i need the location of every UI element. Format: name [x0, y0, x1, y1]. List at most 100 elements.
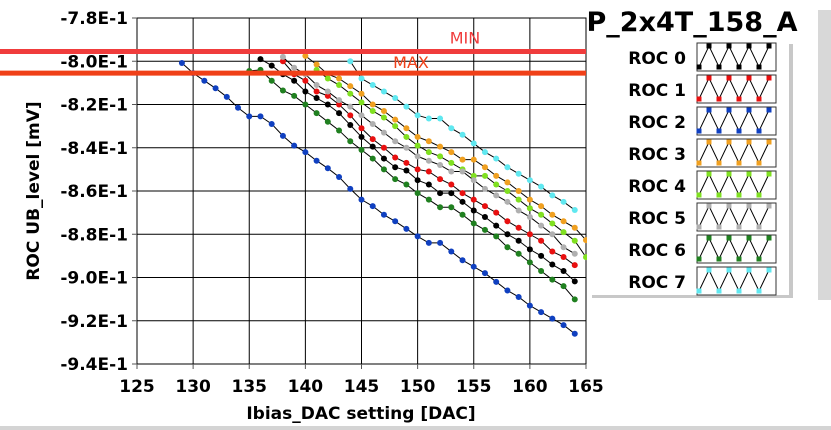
- legend-swatch-marker: [736, 288, 742, 294]
- data-point: [403, 167, 410, 174]
- data-point: [257, 56, 264, 63]
- data-point: [324, 75, 331, 82]
- data-point: [437, 153, 444, 160]
- data-point: [448, 168, 455, 175]
- series-group: [178, 52, 589, 337]
- legend-shadow: [789, 44, 793, 298]
- data-point: [380, 144, 387, 151]
- legend-label: ROC 5: [628, 209, 686, 229]
- data-point: [504, 231, 511, 238]
- data-point: [481, 213, 488, 220]
- data-point: [279, 132, 286, 139]
- data-point: [358, 99, 365, 106]
- data-point: [526, 177, 533, 184]
- data-point: [347, 138, 354, 145]
- y-tick-label: -8.0E-1: [60, 52, 128, 72]
- x-tick-label: 155: [456, 377, 492, 397]
- legend-swatch-marker: [726, 235, 732, 241]
- legend-item: ROC 0: [628, 42, 777, 72]
- legend-swatch-marker: [736, 160, 742, 166]
- data-point: [414, 233, 421, 240]
- data-point: [380, 211, 387, 218]
- data-point: [549, 315, 556, 322]
- legend-swatch-marker: [706, 235, 712, 241]
- data-point: [336, 97, 343, 104]
- limit-label-min: MIN: [450, 29, 481, 48]
- legend-swatch-marker: [756, 128, 762, 134]
- data-point: [571, 262, 578, 269]
- data-point: [246, 113, 253, 120]
- legend-swatch-marker: [696, 96, 702, 102]
- legend-swatch-marker: [756, 96, 762, 102]
- legend-swatch-line: [698, 44, 770, 69]
- legend-swatch-marker: [756, 256, 762, 262]
- legend-swatch-line: [698, 236, 770, 261]
- legend-swatch-line: [698, 268, 770, 293]
- y-tick-label: -9.2E-1: [60, 312, 128, 332]
- legend-item: ROC 3: [628, 138, 777, 168]
- data-point: [392, 218, 399, 225]
- data-point: [481, 172, 488, 179]
- data-point: [437, 239, 444, 246]
- legend-item: ROC 2: [628, 106, 777, 136]
- data-point: [448, 190, 455, 197]
- y-axis: -7.8E-1 -8.0E-1 -8.2E-1 -8.4E-1 -8.6E-1 -8.8E…: [60, 9, 137, 375]
- legend-swatch-marker: [766, 235, 772, 241]
- legend-swatch-marker: [716, 64, 722, 70]
- data-point: [526, 302, 533, 309]
- data-point: [291, 77, 298, 84]
- data-point: [470, 172, 477, 179]
- x-tick-label: 125: [119, 377, 155, 397]
- data-point: [392, 123, 399, 130]
- data-point: [504, 287, 511, 294]
- legend-swatch-marker: [716, 288, 722, 294]
- legend-swatch-marker: [756, 160, 762, 166]
- data-point: [470, 196, 477, 203]
- legend-swatch-marker: [746, 203, 752, 209]
- data-point: [571, 224, 578, 231]
- data-point: [504, 179, 511, 186]
- data-point: [403, 144, 410, 151]
- legend-label: ROC 7: [628, 273, 686, 293]
- legend-swatch-marker: [736, 256, 742, 262]
- data-point: [437, 162, 444, 169]
- data-point: [504, 164, 511, 171]
- x-tick-label: 145: [344, 377, 380, 397]
- data-point: [549, 261, 556, 268]
- data-point: [313, 110, 320, 117]
- data-point: [549, 231, 556, 238]
- legend-swatch-marker: [736, 128, 742, 134]
- window-scroll-strip: [818, 10, 831, 300]
- data-point: [470, 140, 477, 147]
- data-point: [459, 257, 466, 264]
- x-axis-title: Ibias_DAC setting [DAC]: [246, 404, 475, 424]
- data-point: [347, 112, 354, 119]
- legend-swatch-marker: [716, 224, 722, 230]
- y-tick-label: -8.6E-1: [60, 182, 128, 202]
- legend-swatch-marker: [746, 107, 752, 113]
- data-point: [481, 149, 488, 156]
- data-point: [481, 164, 488, 171]
- data-point: [515, 250, 522, 257]
- y-axis-title: ROC UB_level [mV]: [24, 101, 44, 280]
- data-point: [448, 248, 455, 255]
- y-tick-label: -8.4E-1: [60, 139, 128, 159]
- legend-swatch-marker: [756, 224, 762, 230]
- data-point: [437, 143, 444, 150]
- legend-swatch-marker: [766, 139, 772, 145]
- x-tick-label: 150: [400, 377, 436, 397]
- data-point: [324, 118, 331, 125]
- legend-swatch-marker: [706, 171, 712, 177]
- data-point: [369, 107, 376, 114]
- data-point: [538, 183, 545, 190]
- legend-swatch-marker: [726, 171, 732, 177]
- data-point: [560, 198, 567, 205]
- legend-swatch-marker: [746, 235, 752, 241]
- data-point: [403, 159, 410, 166]
- data-point: [268, 120, 275, 127]
- data-point: [526, 196, 533, 203]
- data-point: [392, 116, 399, 123]
- data-point: [313, 61, 320, 68]
- data-point: [437, 176, 444, 183]
- legend-swatch-marker: [766, 171, 772, 177]
